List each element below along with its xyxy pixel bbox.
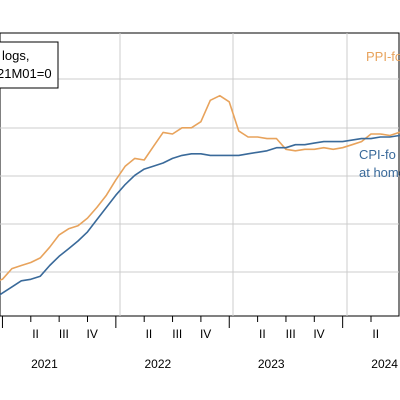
cpi-series-label-line-1: CPI-fo (359, 147, 396, 162)
x-year-label: 2021 (31, 357, 58, 371)
x-quarter-label: II (32, 327, 39, 341)
x-tick-labels: IVIIIIIIVIIIIIIVIIIIIIVIIIIIIV2021202220… (31, 327, 400, 371)
legend-box: logs, 21M01=0 (0, 41, 59, 89)
x-year-label: 2022 (144, 357, 171, 371)
legend-box-line-1: logs, (2, 48, 29, 63)
x-quarter-label: II (372, 327, 379, 341)
series-line-cpi (0, 134, 400, 296)
x-ticks (1, 316, 372, 328)
x-quarter-label: IV (87, 327, 98, 341)
series-line-ppi (0, 94, 400, 281)
x-quarter-label: III (172, 327, 182, 341)
x-quarter-label: III (286, 327, 296, 341)
plot-area (0, 32, 400, 317)
x-year-label: 2024 (371, 357, 398, 371)
cpi-series-label-line-2: at home (359, 165, 400, 180)
ppi-series-label: PPI-fo (366, 49, 400, 64)
x-quarter-label: IV (313, 327, 324, 341)
x-year-label: 2023 (258, 357, 285, 371)
x-quarter-label: II (146, 327, 153, 341)
x-quarter-label: III (59, 327, 69, 341)
series-lines (0, 94, 400, 296)
legend-box-line-2: 21M01=0 (0, 66, 52, 81)
x-quarter-label: IV (200, 327, 211, 341)
x-quarter-label: II (259, 327, 266, 341)
